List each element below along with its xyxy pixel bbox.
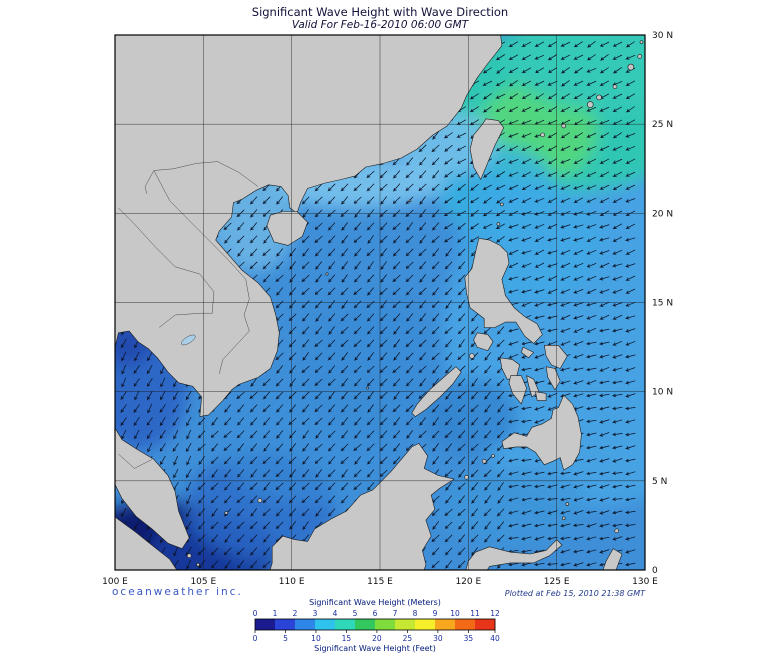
y-axis-label: 25 N	[652, 120, 673, 130]
colorbar-segment	[375, 619, 396, 630]
colorbar-segment	[275, 619, 296, 630]
meters-tick-label: 3	[313, 609, 318, 618]
meters-tick-label: 0	[253, 609, 258, 618]
plotted-timestamp: Plotted at Feb 15, 2010 21:38 GMT	[504, 589, 645, 598]
y-axis-label: 0	[652, 566, 658, 576]
colorbar-segment	[475, 619, 496, 630]
meters-tick-label: 12	[490, 609, 500, 618]
feet-tick-label: 10	[311, 634, 321, 643]
feet-tick-label: 30	[433, 634, 443, 643]
feet-tick-label: 0	[253, 634, 258, 643]
meters-tick-label: 5	[353, 609, 358, 618]
colorbar-segment	[455, 619, 476, 630]
x-axis-label: 125 E	[544, 577, 570, 587]
meters-tick-label: 7	[393, 609, 398, 618]
feet-tick-label: 20	[372, 634, 382, 643]
feet-tick-label: 5	[283, 634, 288, 643]
meters-tick-label: 6	[373, 609, 378, 618]
colorbar-segment	[335, 619, 356, 630]
y-axis-label: 30 N	[652, 31, 673, 41]
chart-title: Significant Wave Height with Wave Direct…	[251, 5, 509, 19]
map-frame	[114, 34, 646, 571]
x-axis-label: 105 E	[190, 577, 216, 587]
y-axis-label: 10 N	[652, 388, 673, 398]
meters-tick-label: 10	[450, 609, 460, 618]
colorbar-segment	[435, 619, 456, 630]
meters-tick-label: 9	[433, 609, 438, 618]
y-axis-label: 15 N	[652, 299, 673, 309]
colorbar-segment	[395, 619, 416, 630]
x-axis-label: 100 E	[102, 577, 128, 587]
colorbar-segment	[355, 619, 376, 630]
feet-tick-label: 15	[342, 634, 352, 643]
colorbar: 0 1 2 3 4 5 6 7 8 9 10 11 120 5 10 15 20 25 30 35 40	[253, 609, 500, 643]
meters-tick-label: 8	[413, 609, 418, 618]
x-axis-label: 115 E	[367, 577, 393, 587]
y-axis-label: 20 N	[652, 209, 673, 219]
x-axis-label: 130 E	[632, 577, 658, 587]
x-axis-label: 110 E	[279, 577, 305, 587]
meters-tick-label: 11	[470, 609, 480, 618]
colorbar-segment	[255, 619, 276, 630]
meters-tick-label: 2	[293, 609, 298, 618]
feet-tick-label: 40	[490, 634, 500, 643]
y-axis-label: 5 N	[652, 477, 667, 487]
map-canvas: 100 E 105 E 110 E 115 E 120 E 125 E 130 E0 5 N 1…	[102, 31, 673, 587]
feet-tick-label: 25	[403, 634, 413, 643]
legend-meters-label: Significant Wave Height (Meters)	[309, 598, 441, 607]
meters-tick-label: 1	[273, 609, 278, 618]
colorbar-segment	[415, 619, 436, 630]
feet-tick-label: 35	[464, 634, 474, 643]
chart-subtitle: Valid For Feb-16-2010 06:00 GMT	[291, 19, 469, 31]
colorbar-segment	[315, 619, 336, 630]
x-axis-label: 120 E	[455, 577, 481, 587]
legend-feet-label: Significant Wave Height (Feet)	[314, 644, 436, 653]
meters-tick-label: 4	[333, 609, 338, 618]
colorbar-segment	[295, 619, 316, 630]
oceanweather-credit: oceanweather inc.	[112, 586, 243, 598]
